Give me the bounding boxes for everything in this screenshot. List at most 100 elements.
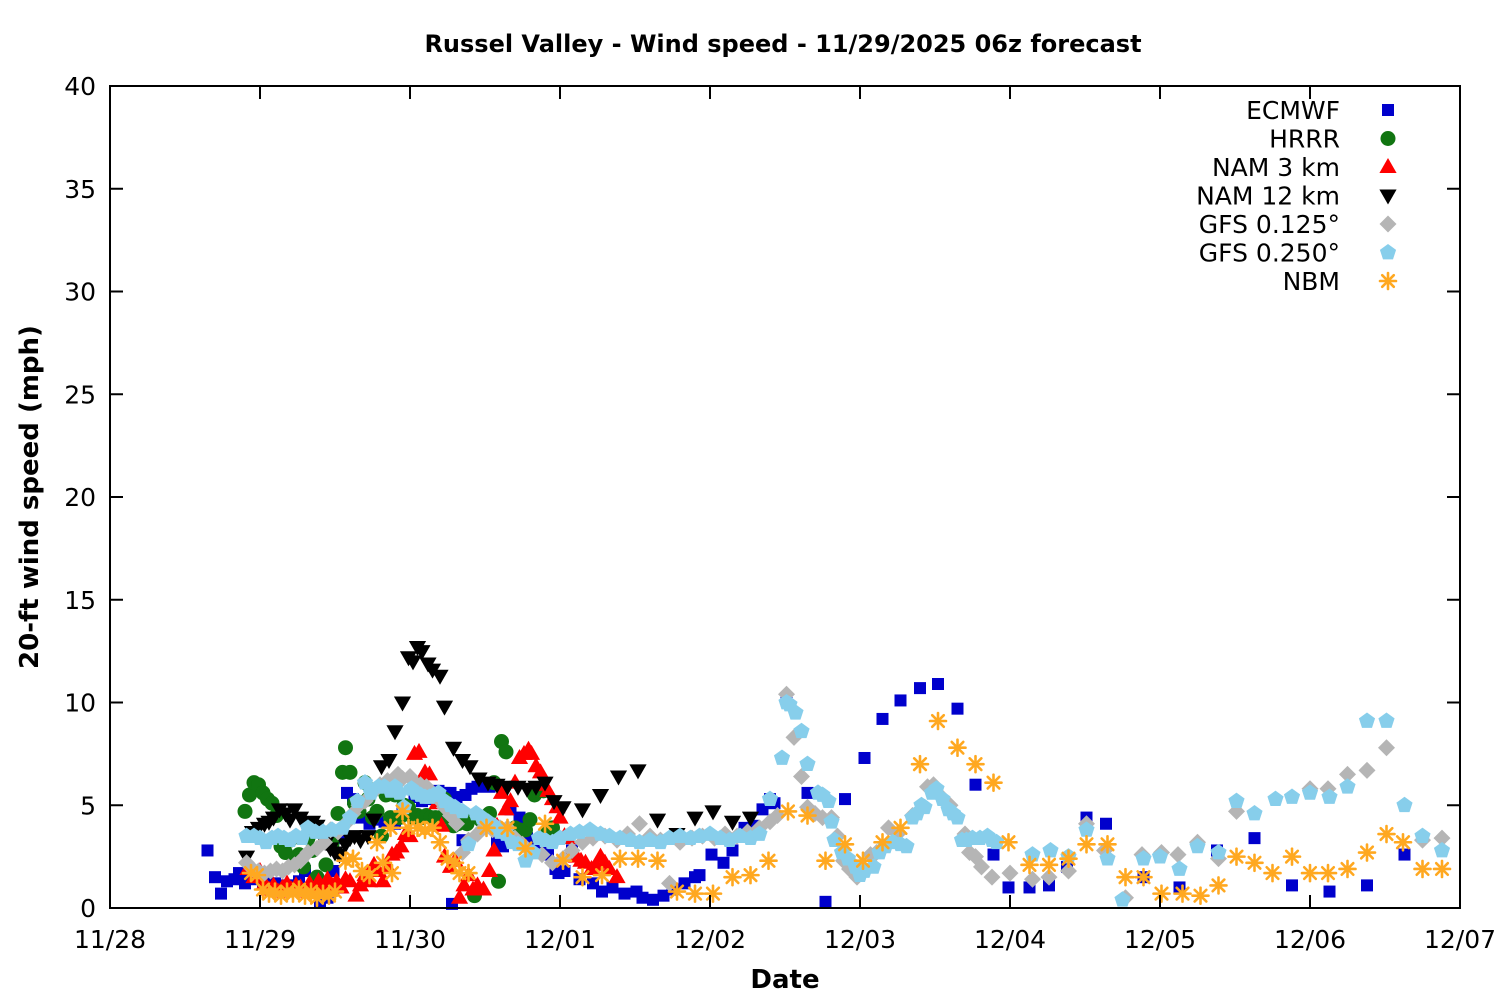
data-point — [372, 760, 391, 776]
data-point — [343, 849, 363, 868]
data-point — [741, 811, 760, 827]
data-point — [820, 792, 837, 809]
data-point — [209, 871, 221, 884]
data-point — [545, 795, 563, 811]
data-point — [448, 815, 465, 833]
data-point — [1191, 886, 1210, 905]
x-tick-label: 12/06 — [1274, 925, 1346, 954]
data-point — [278, 845, 293, 861]
data-point — [910, 754, 930, 774]
data-point — [984, 773, 1003, 792]
data-point — [1433, 841, 1451, 858]
data-point — [1263, 863, 1282, 883]
data-point — [492, 783, 511, 799]
data-point — [1413, 859, 1432, 879]
legend-label: HRRR — [1269, 125, 1340, 154]
data-point — [1378, 712, 1395, 728]
data-point — [573, 803, 592, 819]
x-tick-label: 11/29 — [224, 925, 296, 954]
data-point — [410, 742, 428, 758]
y-tick-label: 5 — [80, 791, 96, 820]
data-point — [347, 886, 365, 902]
data-point — [454, 802, 471, 819]
data-point — [703, 884, 723, 903]
data-point — [1040, 868, 1058, 886]
data-point — [365, 813, 383, 829]
y-tick-label: 40 — [64, 72, 96, 101]
data-point — [932, 678, 944, 691]
data-point — [554, 801, 572, 817]
data-point — [1228, 792, 1245, 809]
data-point — [891, 818, 910, 838]
data-point — [787, 704, 804, 720]
data-point — [636, 891, 649, 904]
legend-item-nam-3-km: NAM 3 km — [1212, 153, 1397, 182]
legend-item-gfs-0-125-: GFS 0.125° — [1199, 210, 1397, 239]
x-tick-label: 12/07 — [1424, 925, 1496, 954]
data-point — [360, 865, 379, 885]
data-point — [948, 738, 967, 758]
data-point — [1267, 790, 1284, 806]
legend-label: NBM — [1283, 267, 1340, 296]
data-point — [558, 865, 571, 878]
data-point — [934, 790, 951, 806]
data-point — [966, 754, 985, 774]
series-gfs-0-250- — [238, 694, 1451, 907]
data-point — [1339, 778, 1356, 794]
data-point — [1323, 885, 1336, 898]
data-points-layer — [201, 641, 1452, 910]
data-point — [928, 780, 945, 796]
data-point — [491, 873, 506, 889]
data-point — [470, 772, 488, 788]
data-point — [647, 893, 659, 906]
data-point — [876, 712, 889, 725]
data-point — [342, 764, 358, 780]
data-point — [1246, 804, 1263, 821]
data-point — [242, 787, 257, 803]
axes-layer: 11/28 11/29 11/30 12/01 12/02 12/03 12/04 12/05… — [64, 72, 1496, 954]
data-point — [435, 700, 454, 716]
data-point — [485, 841, 503, 857]
x-tick-label: 12/02 — [674, 925, 746, 954]
data-point — [401, 827, 419, 843]
data-point — [631, 815, 648, 833]
data-point — [705, 848, 718, 861]
data-point — [1282, 847, 1302, 866]
data-point — [1169, 846, 1187, 864]
data-point — [648, 851, 667, 871]
data-point — [1339, 765, 1356, 783]
data-point — [618, 887, 631, 900]
data-point — [1059, 849, 1078, 868]
data-point — [726, 844, 739, 857]
data-point — [756, 803, 769, 816]
data-point — [1433, 829, 1451, 847]
data-point — [522, 744, 541, 760]
data-point — [553, 851, 573, 871]
data-point — [873, 832, 892, 852]
data-point — [1024, 846, 1041, 862]
data-point — [318, 857, 334, 873]
data-point — [392, 837, 410, 853]
data-point — [1116, 867, 1135, 887]
data-point — [741, 865, 760, 885]
data-point — [1227, 847, 1246, 866]
data-point — [793, 767, 810, 785]
data-point — [233, 867, 245, 880]
data-point — [1209, 876, 1228, 895]
data-point — [391, 784, 408, 800]
y-tick-label: 30 — [64, 278, 96, 307]
data-point — [1414, 827, 1431, 843]
data-point — [1020, 855, 1039, 875]
data-point — [839, 793, 851, 806]
data-point — [1321, 788, 1338, 804]
data-point — [1077, 834, 1096, 854]
data-point — [949, 809, 966, 825]
data-point — [536, 776, 554, 792]
data-point — [1001, 864, 1019, 882]
data-point — [285, 803, 304, 819]
legend-item-gfs-0-250-: GFS 0.250° — [1199, 239, 1397, 268]
data-point — [606, 881, 619, 894]
data-point — [1135, 850, 1152, 866]
